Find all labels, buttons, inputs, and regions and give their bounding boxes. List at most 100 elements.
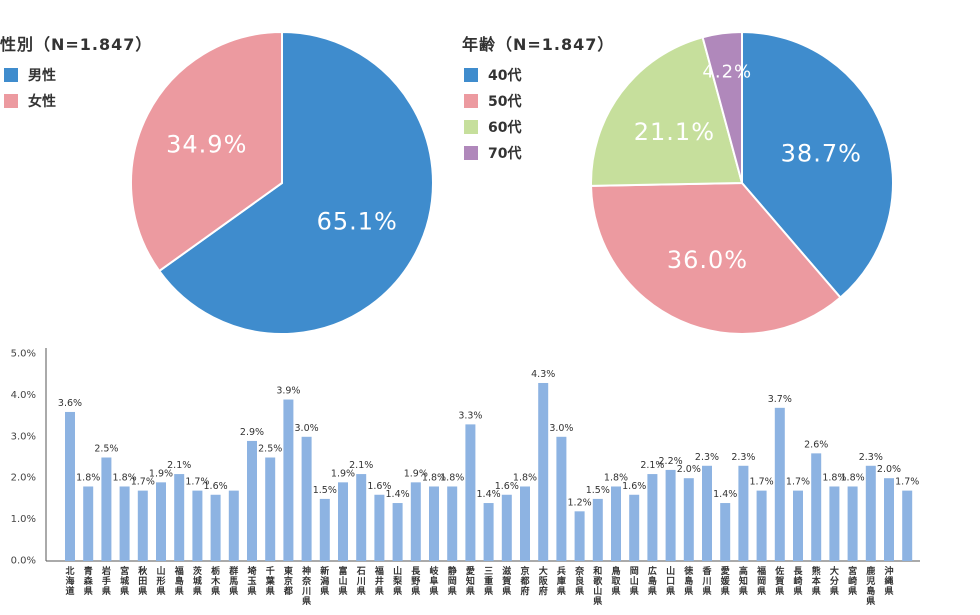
bar-value-label: 2.0% [677, 464, 701, 475]
bar-value-label: 2.2% [659, 456, 683, 467]
bar [501, 494, 512, 561]
x-category-label: 佐賀県 [774, 565, 784, 597]
bar-value-label: 4.3% [531, 369, 555, 380]
gender-slice-label-1: 34.9% [166, 130, 247, 158]
bar-value-label: 1.4% [386, 489, 410, 500]
bar [247, 440, 257, 561]
x-category-label: 徳島県 [683, 565, 693, 597]
bar-value-label: 1.8% [76, 472, 100, 483]
x-category-label: 大分県 [830, 565, 839, 597]
gender-slice-1 [130, 30, 283, 273]
x-category-label: 兵庫県 [557, 565, 566, 597]
x-category-label: 鳥取県 [611, 565, 621, 597]
bar [629, 494, 640, 561]
y-tick-label: 0.0% [11, 556, 36, 567]
legend-swatch-70s [464, 146, 478, 160]
bar [811, 453, 822, 561]
bar [738, 465, 749, 561]
x-category-label: 石川県 [356, 566, 366, 597]
gender-chart-title: 性別（N=1.847） [0, 35, 153, 54]
bar [83, 486, 94, 561]
age-slice-1 [590, 181, 842, 335]
bar [392, 503, 403, 561]
legend-label-70s: 70代 [488, 146, 522, 162]
legend-label-female: 女性 [28, 94, 56, 110]
x-category-label: 茨城県 [193, 565, 202, 597]
bar [228, 490, 239, 561]
bar [574, 511, 585, 561]
age-slice-3 [701, 30, 743, 184]
x-category-label: 熊本県 [812, 565, 822, 597]
age-chart-title: 年齢（N=1.847） [462, 35, 615, 54]
x-category-label: 千葉県 [265, 565, 276, 597]
bar [192, 490, 203, 561]
x-category-label: 山口県 [666, 565, 675, 597]
bar [374, 494, 385, 561]
legend-label-male: 男性 [28, 68, 56, 84]
bar [756, 490, 767, 561]
y-tick-label: 4.0% [11, 390, 36, 401]
legend-item-40s: 40代 [464, 62, 521, 88]
x-category-label: 山形県 [156, 565, 165, 597]
x-category-label: 神奈川県 [301, 565, 312, 607]
bar-value-label: 1.2% [568, 497, 592, 508]
x-category-label: 宮城県 [120, 565, 129, 597]
x-category-label: 静岡県 [448, 565, 457, 597]
bar-value-label: 2.1% [640, 460, 664, 471]
bar [101, 457, 112, 561]
bar-value-label: 1.8% [604, 472, 628, 483]
bar-value-label: 1.8% [440, 472, 464, 483]
x-category-label: 福井県 [374, 565, 384, 597]
bar-value-label: 1.6% [367, 481, 391, 492]
legend-item-male: 男性 [4, 62, 56, 88]
bar-value-label: 1.6% [495, 481, 519, 492]
bar [283, 399, 294, 561]
bar-value-label: 1.9% [404, 468, 428, 479]
bar [137, 490, 148, 561]
x-category-label: 高知県 [738, 565, 748, 597]
legend-label-60s: 60代 [488, 120, 522, 136]
x-category-label: 香川県 [701, 565, 712, 597]
bar [338, 482, 348, 561]
gender-pie-chart: 65.1% 34.9% [130, 30, 434, 335]
bar [538, 382, 549, 561]
bar-value-label: 3.0% [549, 423, 573, 434]
bar-value-label: 2.3% [731, 452, 755, 463]
legend-swatch-male [4, 68, 18, 82]
bar [520, 486, 530, 561]
bar [410, 482, 421, 561]
bar [265, 457, 276, 561]
x-category-label: 鹿児島県 [865, 565, 875, 607]
bar-value-label: 1.7% [131, 477, 155, 488]
x-category-label: 秋田県 [137, 565, 148, 597]
bar-value-label: 2.5% [258, 444, 282, 455]
bar-value-label: 2.5% [94, 444, 118, 455]
bar-value-label: 1.7% [185, 477, 209, 488]
age-slice-label-3: 4.2% [702, 62, 752, 83]
x-category-label: 山梨県 [392, 565, 403, 597]
bar [119, 486, 130, 561]
bar [884, 478, 894, 561]
bar [556, 436, 567, 561]
bar-value-label: 3.3% [458, 410, 482, 421]
gender-slice-label-0: 65.1% [317, 208, 398, 236]
y-tick-label: 3.0% [11, 431, 36, 442]
bar [429, 486, 439, 561]
bar [611, 486, 621, 561]
x-category-label: 岡山県 [630, 566, 639, 597]
gender-legend: 男性 女性 [4, 62, 56, 114]
legend-swatch-60s [464, 120, 478, 134]
bar [720, 503, 731, 561]
x-category-label: 東京都 [283, 565, 293, 597]
legend-swatch-50s [464, 94, 478, 108]
legend-item-50s: 50代 [464, 88, 521, 114]
gender-slice-0 [157, 30, 434, 335]
x-category-label: 栃木県 [210, 565, 221, 597]
legend-item-60s: 60代 [464, 114, 521, 140]
x-category-label: 岐阜県 [429, 565, 439, 597]
x-category-label: 富山県 [338, 565, 347, 597]
bar [301, 436, 312, 561]
bar-value-label: 3.9% [276, 386, 300, 397]
y-tick-label: 2.0% [11, 473, 36, 484]
bar-value-label: 1.6% [622, 481, 646, 492]
